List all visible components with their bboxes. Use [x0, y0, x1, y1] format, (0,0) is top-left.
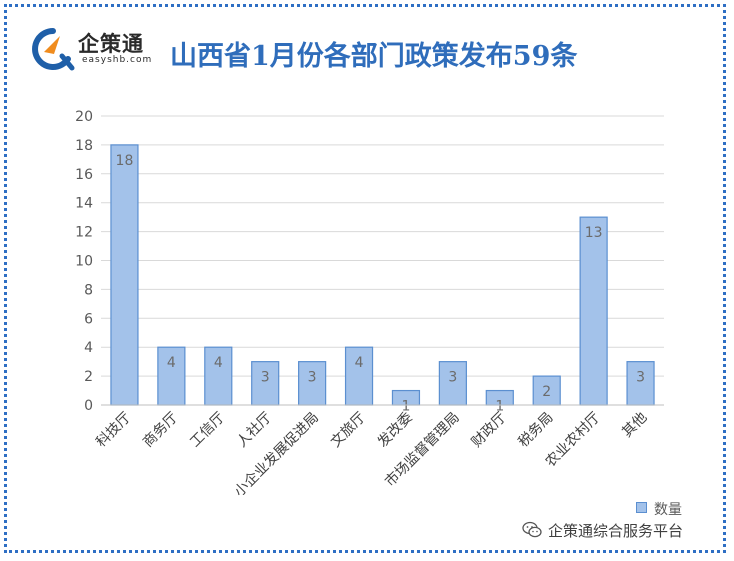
- x-tick-label: 发改委: [375, 410, 416, 451]
- wechat-icon: [522, 521, 542, 538]
- data-label: 13: [585, 225, 603, 241]
- y-tick-label: 16: [75, 167, 93, 183]
- x-tick-label: 工信厅: [187, 410, 228, 451]
- bar: [438, 361, 467, 406]
- y-tick-label: 12: [75, 225, 93, 241]
- data-label: 4: [355, 355, 364, 371]
- data-label: 2: [542, 384, 551, 400]
- y-tick-label: 6: [84, 311, 93, 327]
- y-tick-label: 14: [75, 196, 93, 212]
- data-label: 1: [401, 399, 410, 415]
- bar: [251, 361, 280, 406]
- x-tick-label: 财政厅: [469, 410, 510, 451]
- bar: [344, 346, 374, 406]
- x-tick-label: 文旅厅: [328, 410, 369, 451]
- logo-url: easyshb.com: [82, 55, 153, 65]
- x-tick-label: 税务局: [516, 410, 557, 451]
- x-tick-label: 小企业发展促进局: [231, 409, 322, 500]
- x-tick-label: 科技厅: [93, 410, 134, 451]
- y-tick-label: 10: [75, 254, 93, 270]
- y-tick-label: 18: [75, 138, 93, 154]
- data-label: 3: [448, 370, 457, 386]
- data-label: 1: [495, 399, 504, 415]
- legend-label: 数量: [654, 502, 682, 518]
- logo-name: 企策通: [78, 32, 144, 56]
- x-tick-label: 其他: [619, 410, 650, 441]
- legend-swatch: [636, 502, 647, 513]
- bar: [110, 144, 139, 406]
- chart-title: 山西省1月份各部门政策发布59条: [170, 41, 578, 72]
- bar: [626, 361, 655, 406]
- data-label: 4: [214, 355, 223, 371]
- logo: 企策通 easyshb.com: [30, 24, 180, 74]
- chart-frame: [4, 4, 726, 553]
- y-tick-label: 8: [84, 282, 93, 298]
- y-tick-label: 0: [84, 398, 93, 414]
- bar: [579, 216, 608, 406]
- data-label: 3: [261, 370, 270, 386]
- data-label: 18: [116, 153, 134, 169]
- bar: [532, 375, 561, 406]
- logo-mark-icon: [32, 28, 75, 71]
- y-tick-label: 2: [84, 369, 93, 385]
- y-tick-label: 4: [84, 340, 93, 356]
- y-tick-label: 20: [75, 109, 93, 125]
- x-tick-label: 人社厅: [234, 410, 275, 451]
- bar: [157, 346, 186, 406]
- data-label: 3: [636, 370, 645, 386]
- watermark-text: 企策通综合服务平台: [548, 522, 684, 540]
- data-label: 4: [167, 355, 176, 371]
- data-label: 3: [308, 370, 317, 386]
- x-tick-label: 商务厅: [140, 410, 181, 451]
